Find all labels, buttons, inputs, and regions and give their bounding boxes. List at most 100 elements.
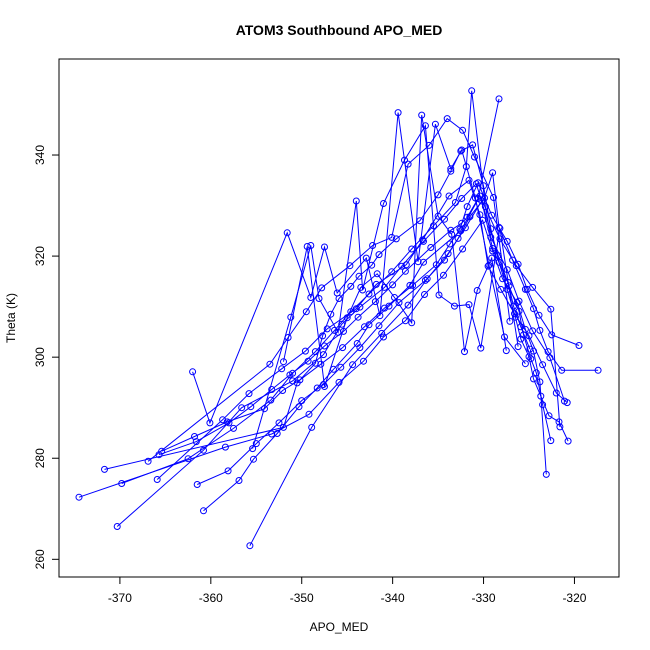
data-point <box>477 344 485 352</box>
data-point <box>385 302 393 310</box>
data-point <box>510 302 517 310</box>
data-point <box>503 237 511 245</box>
data-point <box>526 345 534 353</box>
data-point <box>221 443 229 451</box>
data-point <box>459 245 467 253</box>
data-point <box>313 384 321 392</box>
data-point <box>529 283 537 291</box>
data-point <box>421 122 429 130</box>
series-line <box>203 194 561 512</box>
data-point <box>334 328 342 336</box>
data-point <box>539 361 547 369</box>
data-point <box>495 223 503 231</box>
data-point <box>284 334 292 341</box>
data-point <box>435 291 443 299</box>
data-point <box>535 311 543 319</box>
data-point <box>525 332 533 340</box>
data-point <box>488 254 496 262</box>
data-point <box>556 423 564 431</box>
data-point <box>395 299 403 307</box>
data-point <box>441 256 448 264</box>
data-point <box>458 219 466 227</box>
data-point <box>463 203 471 211</box>
data-point <box>315 295 323 302</box>
data-point <box>347 282 355 290</box>
data-point <box>457 147 465 155</box>
data-point <box>365 290 373 298</box>
series-10 <box>246 197 534 550</box>
data-point <box>547 437 555 445</box>
data-point <box>307 242 315 249</box>
data-point <box>506 317 514 325</box>
data-point <box>296 376 304 384</box>
chart-title: ATOM3 Southbound APO_MED <box>236 22 443 38</box>
data-point <box>465 301 473 309</box>
data-point <box>471 153 478 161</box>
data-point <box>443 115 451 123</box>
y-tick-label: 300 <box>33 347 47 367</box>
plot-frame <box>58 58 620 578</box>
data-point <box>337 363 345 371</box>
series-line <box>249 199 531 546</box>
data-point <box>304 357 312 365</box>
data-point <box>441 215 448 223</box>
data-point <box>402 261 410 269</box>
series-8 <box>200 192 564 515</box>
series-line <box>78 219 547 498</box>
data-point <box>235 477 243 484</box>
data-point <box>388 233 396 241</box>
data-point <box>247 403 255 411</box>
data-point <box>548 331 556 339</box>
data-point <box>286 371 294 379</box>
y-tick-label: 340 <box>33 145 47 165</box>
data-point <box>394 109 402 117</box>
data-point <box>454 234 462 242</box>
data-point <box>529 327 537 335</box>
y-tick-label: 280 <box>33 448 47 468</box>
data-point <box>530 305 537 313</box>
data-point <box>427 244 435 251</box>
data-point <box>376 312 384 320</box>
data-point <box>113 523 121 530</box>
data-point <box>542 470 550 478</box>
y-tick-label: 260 <box>33 549 47 569</box>
data-point <box>485 261 493 269</box>
series-line <box>158 98 500 456</box>
data-point <box>502 347 510 355</box>
data-point <box>303 243 311 250</box>
data-point <box>189 368 197 376</box>
data-point <box>521 285 529 293</box>
data-point <box>489 169 497 177</box>
data-point <box>421 276 429 284</box>
data-point <box>448 230 456 238</box>
data-point <box>321 243 328 251</box>
data-point <box>392 235 400 243</box>
data-point <box>75 493 83 501</box>
plot-area <box>75 87 602 550</box>
data-point <box>444 250 452 258</box>
y-axis-label: Theta (K) <box>4 293 18 343</box>
data-point <box>391 294 398 301</box>
data-point <box>517 323 525 331</box>
series-12 <box>249 122 522 453</box>
data-point <box>200 507 207 515</box>
data-point <box>369 242 377 249</box>
data-point <box>489 245 497 252</box>
data-point <box>536 326 544 334</box>
data-point <box>497 285 505 293</box>
data-point <box>267 396 275 404</box>
data-point <box>575 342 583 349</box>
data-point <box>495 95 503 103</box>
data-point <box>373 270 381 278</box>
data-point <box>144 457 152 465</box>
data-point <box>401 156 408 164</box>
data-point <box>389 281 397 289</box>
data-point <box>153 476 161 483</box>
data-point <box>280 358 287 366</box>
data-point <box>406 281 414 289</box>
data-point <box>273 430 281 437</box>
x-tick-label: -350 <box>290 591 314 605</box>
data-point <box>451 302 458 310</box>
series-line <box>283 115 507 387</box>
data-point <box>404 301 412 309</box>
